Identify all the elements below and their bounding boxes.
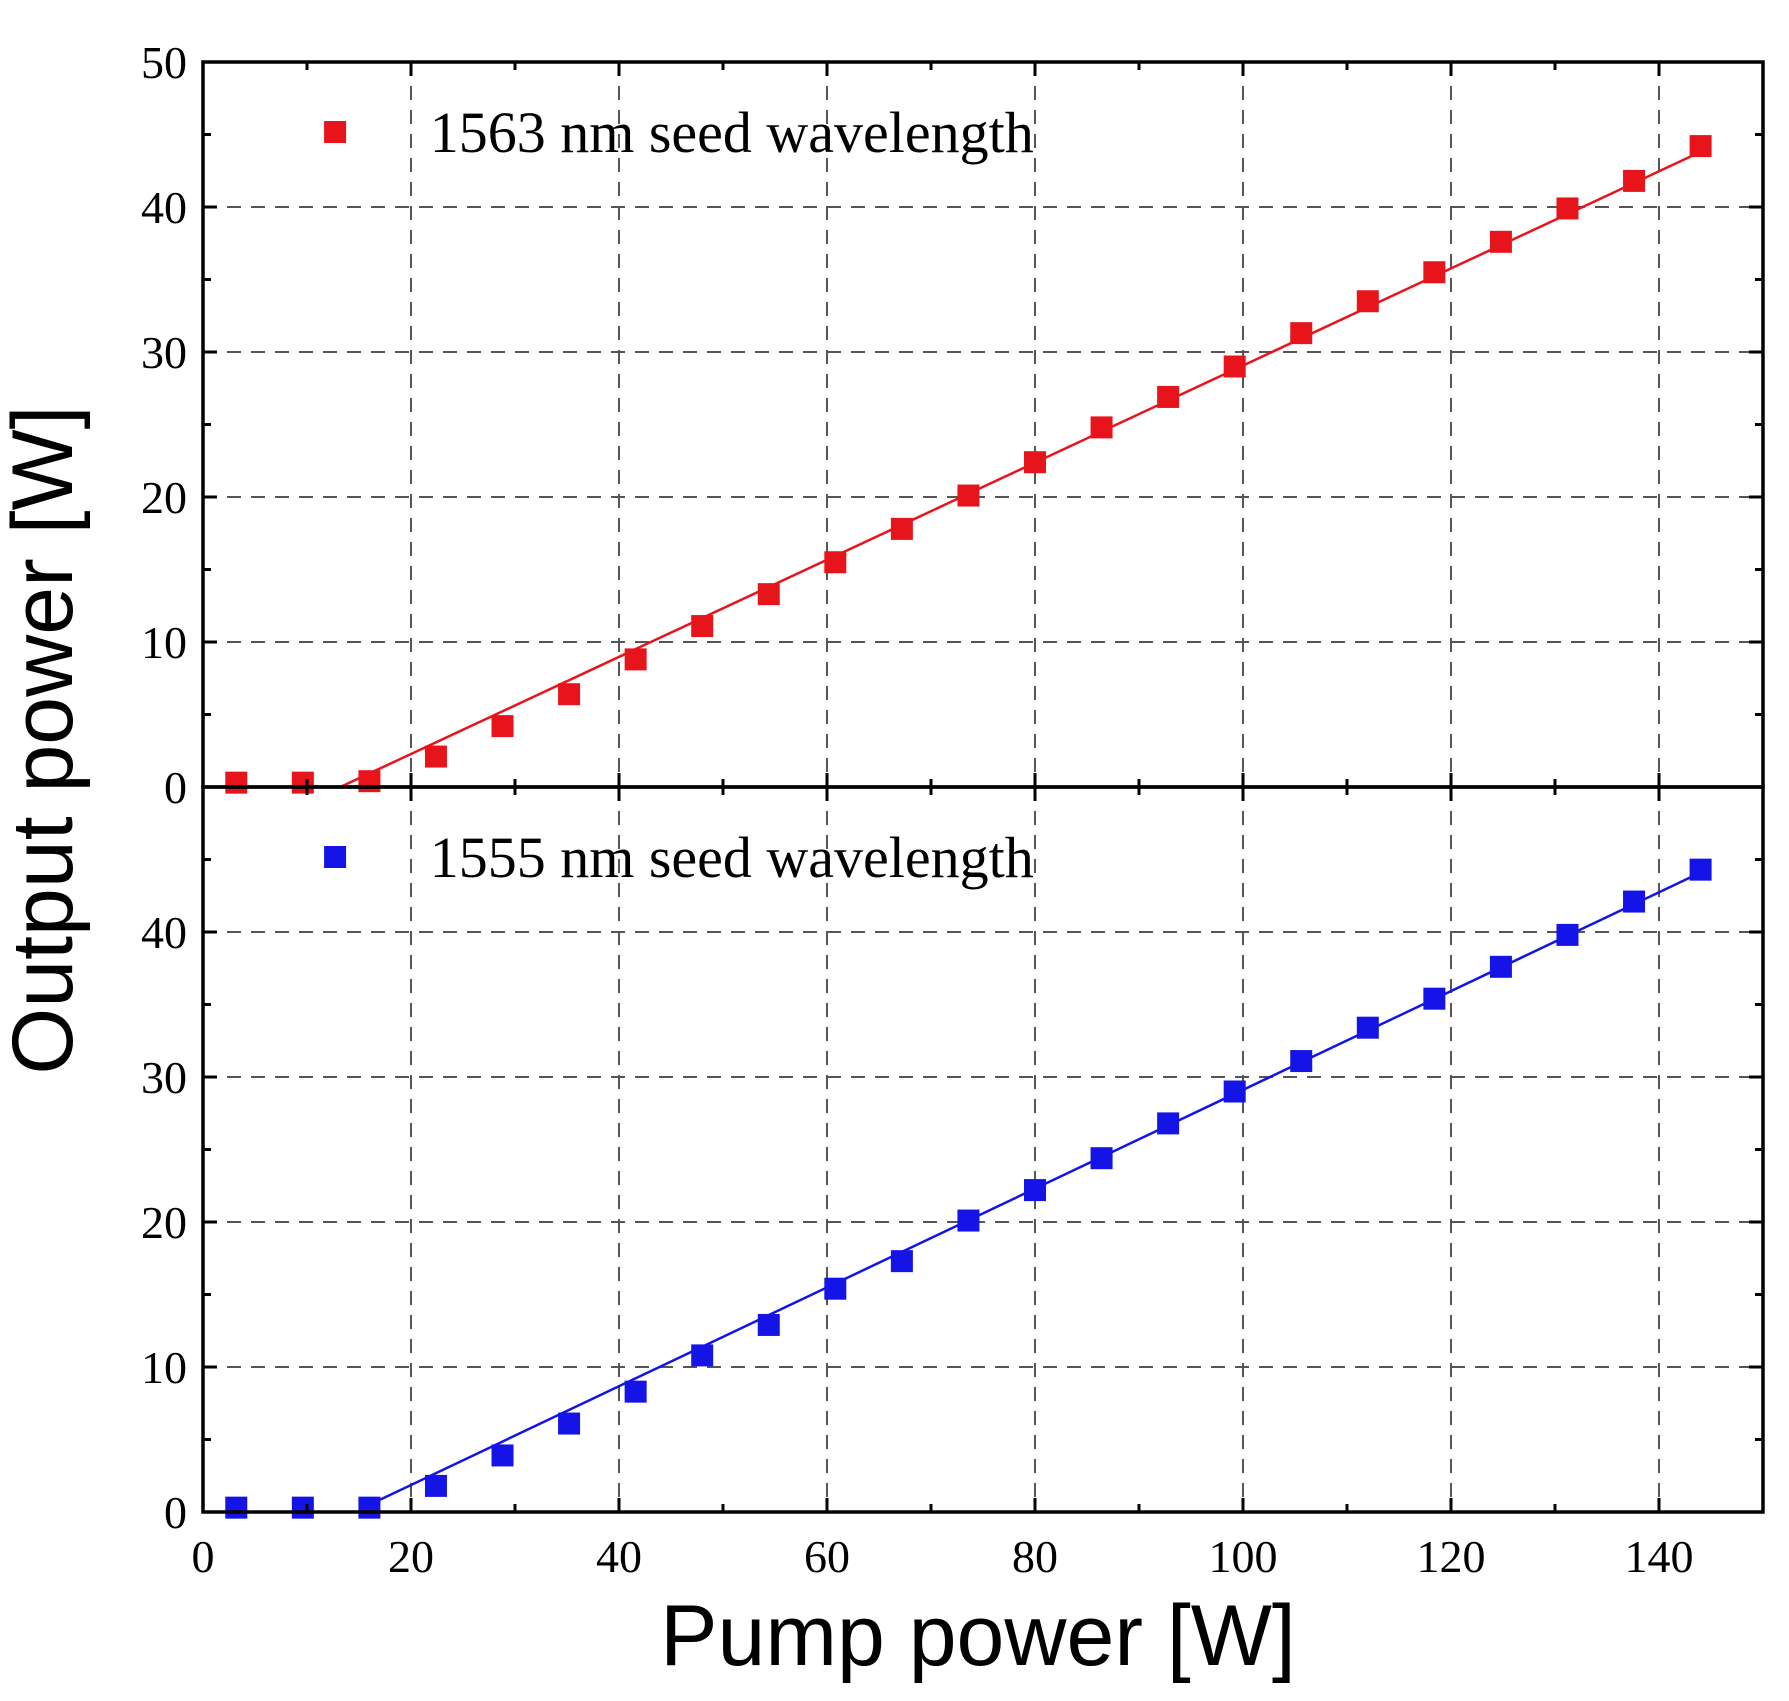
data-point-bottom [1689, 858, 1712, 881]
data-point-bottom [1556, 923, 1579, 946]
plot-frames [201, 60, 1765, 1514]
data-point-bottom [757, 1313, 780, 1336]
y-tick-label: 30 [141, 327, 187, 378]
x-tick-label: 60 [804, 1531, 850, 1582]
data-point-bottom [624, 1380, 647, 1403]
data-point-top [558, 683, 581, 706]
data-point-bottom [1423, 987, 1446, 1010]
tick-labels: 0 10 20 30 40 50 0 10 20 30 40 0 20 40 60 80 100 120 140 [141, 37, 1694, 1582]
data-point-bottom [1157, 1112, 1180, 1135]
plot-frame-top [201, 60, 1765, 789]
data-point-bottom [1489, 955, 1512, 978]
legends: 1563 nm seed wavelength 1555 nm seed wave… [324, 100, 1034, 890]
data-point-bottom [1090, 1147, 1113, 1170]
y-tick-label: 0 [164, 762, 187, 813]
data-point-top [1157, 385, 1180, 408]
data-point-top [1290, 322, 1313, 345]
data-point-bottom [890, 1250, 913, 1273]
data-point-bottom [1024, 1179, 1046, 1202]
x-tick-label: 40 [596, 1531, 642, 1582]
data-point-top [1489, 230, 1512, 253]
x-tick-label: 20 [388, 1531, 434, 1582]
y-tick-label: 10 [141, 1342, 187, 1393]
data-point-bottom [225, 1496, 248, 1519]
data-point-bottom [558, 1412, 581, 1435]
data-point-top [691, 615, 714, 638]
x-tick-label: 80 [1012, 1531, 1058, 1582]
data-point-bottom [691, 1344, 714, 1367]
legend-label-top: 1563 nm seed wavelength [430, 100, 1034, 165]
data-point-bottom [358, 1496, 381, 1519]
data-point-bottom [1356, 1016, 1379, 1039]
data-point-top [358, 770, 381, 793]
x-tick-label: 100 [1209, 1531, 1278, 1582]
y-tick-label: 20 [141, 1197, 187, 1248]
grid-layer [203, 62, 1763, 1512]
y-axis-title: Output power [W] [0, 405, 91, 1074]
x-tick-label: 120 [1417, 1531, 1486, 1582]
data-point-bottom [424, 1474, 447, 1497]
data-point-bottom [1223, 1080, 1246, 1103]
data-point-bottom [1623, 890, 1646, 913]
y-tick-label: 10 [141, 617, 187, 668]
data-point-top [225, 771, 248, 794]
plot-frame-bottom [201, 785, 1765, 1514]
fit-line-top [339, 150, 1702, 789]
data-point-bottom [824, 1277, 847, 1300]
legend-marker-bottom [324, 846, 347, 868]
data-point-top [824, 551, 847, 574]
data-point-top [491, 715, 514, 738]
data-point-top [1090, 416, 1113, 439]
y-tick-label: 40 [141, 182, 187, 233]
data-point-bottom [957, 1209, 980, 1232]
data-point-top [291, 771, 314, 794]
y-tick-label: 40 [141, 907, 187, 958]
x-axis-title: Pump power [W] [660, 1588, 1296, 1684]
data-point-top [890, 517, 913, 540]
data-point-top [957, 484, 980, 507]
legend-marker-top [324, 121, 347, 143]
data-point-top [424, 745, 447, 768]
data-point-bottom [1290, 1050, 1313, 1073]
y-tick-label: 50 [141, 37, 187, 88]
y-tick-label: 20 [141, 472, 187, 523]
data-point-top [1356, 290, 1379, 313]
x-tick-label: 0 [192, 1531, 215, 1582]
data-point-bottom [491, 1444, 514, 1467]
data-point-top [1024, 451, 1046, 474]
data-point-top [1423, 261, 1446, 284]
data-point-top [1223, 355, 1246, 378]
x-tick-label: 140 [1625, 1531, 1694, 1582]
data-point-top [1623, 169, 1646, 192]
y-tick-label: 30 [141, 1052, 187, 1103]
data-point-top [1689, 135, 1712, 158]
axis-ticks [201, 60, 1765, 1514]
legend-label-bottom: 1555 nm seed wavelength [430, 825, 1034, 890]
y-tick-label: 0 [164, 1487, 187, 1538]
data-point-top [1556, 197, 1579, 220]
data-point-top [624, 648, 647, 671]
data-point-bottom [291, 1496, 314, 1519]
data-point-top [757, 583, 780, 606]
